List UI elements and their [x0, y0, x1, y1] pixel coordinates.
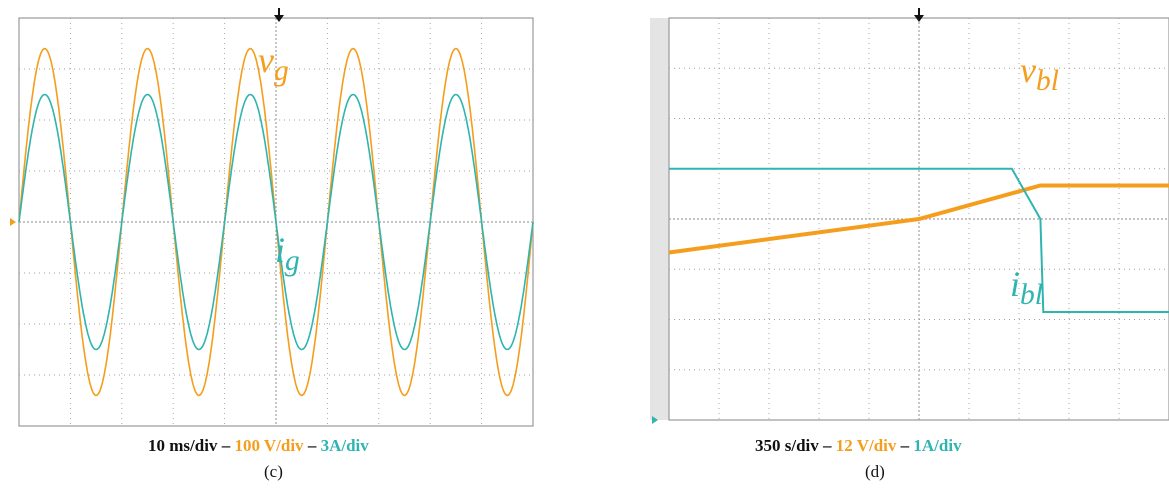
panel-label-d: (d): [865, 462, 885, 481]
current-scale-c: 3A/div: [320, 436, 369, 455]
trace-label-ibl: ibl: [1010, 264, 1043, 311]
time-scale-c: 10 ms/div: [148, 436, 218, 455]
panel-label-c: (c): [264, 462, 283, 481]
oscilloscope-panel-c: vg ig 10 ms/div – 100 V/div – 3A/div (c): [0, 0, 560, 489]
trace-label-vg: vg: [258, 40, 289, 87]
trigger-marker-c: [274, 15, 284, 22]
scale-line-c: 10 ms/div – 100 V/div – 3A/div: [148, 436, 369, 456]
ground-marker-d: [652, 416, 658, 424]
separator-c-2: –: [303, 436, 321, 455]
scale-line-d: 350 s/div – 12 V/div – 1A/div: [755, 436, 962, 456]
oscilloscope-panel-d: vbl ibl 350 s/div – 12 V/div – 1A/div (d): [560, 0, 1169, 489]
separator-d-1: –: [818, 436, 836, 455]
separator-c-1: –: [217, 436, 235, 455]
scope-screen-d: vbl ibl: [650, 8, 1169, 424]
trace-label-vbl: vbl: [1020, 50, 1059, 97]
trace-ig: [18, 93, 534, 351]
trigger-marker-d: [914, 15, 924, 22]
voltage-scale-d: 12 V/div: [835, 436, 897, 455]
trace-label-ig: ig: [275, 230, 300, 277]
ground-marker-c: [10, 218, 16, 226]
current-scale-d: 1A/div: [913, 436, 962, 455]
separator-d-2: –: [896, 436, 914, 455]
left-strip-d: [650, 18, 669, 420]
voltage-scale-c: 100 V/div: [234, 436, 304, 455]
trace-vbl: [668, 183, 1169, 255]
time-scale-d: 350 s/div: [755, 436, 819, 455]
trace-ibl: [669, 167, 1169, 313]
scope-screen-c: vg ig: [10, 8, 534, 427]
